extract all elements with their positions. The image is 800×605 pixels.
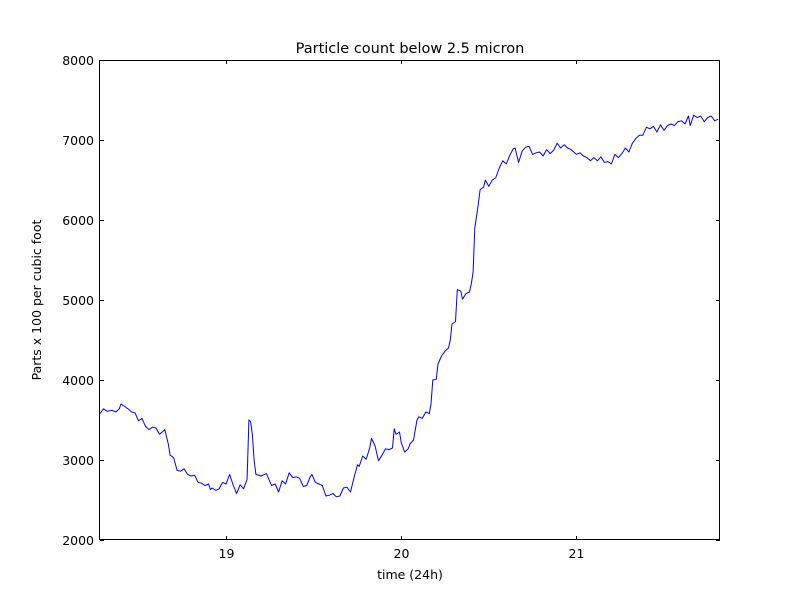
y-tick-label: 2000 [62, 533, 94, 548]
chart-title: Particle count below 2.5 micron [296, 41, 525, 57]
y-tick-label: 8000 [62, 53, 94, 68]
x-axis-label: time (24h) [377, 567, 443, 582]
y-axis-label: Parts x 100 per cubic foot [29, 220, 44, 381]
series-layer [99, 114, 719, 498]
y-tick-label: 3000 [62, 453, 94, 468]
y-tick-label: 5000 [62, 293, 94, 308]
x-tick-label: 20 [394, 546, 410, 561]
y-tick-label: 7000 [62, 133, 94, 148]
axis-ticks: 19 20 21 2000 3000 4000 5000 6000 7000 8000 [62, 53, 720, 561]
plot-area-frame [99, 60, 720, 540]
series-line [99, 114, 719, 498]
x-tick-label: 19 [219, 546, 235, 561]
y-tick-label: 6000 [62, 213, 94, 228]
x-tick-label: 21 [569, 546, 585, 561]
y-tick-label: 4000 [62, 373, 94, 388]
